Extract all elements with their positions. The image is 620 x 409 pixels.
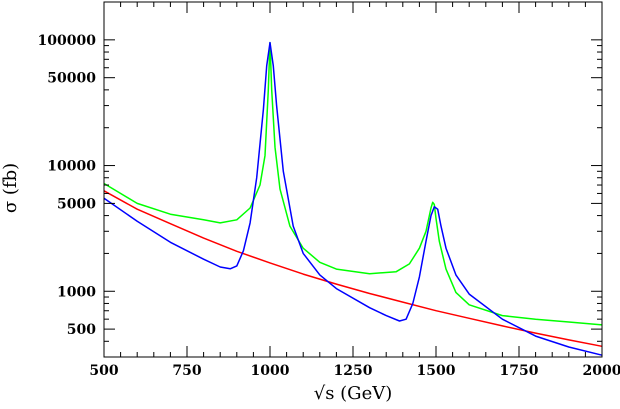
y-tick-label: 100000 — [38, 33, 97, 49]
x-tick-label: 1000 — [251, 363, 290, 379]
plot-frame — [103, 1, 603, 358]
plot-lines — [103, 41, 603, 356]
axis-ticks: 500 750 1000 1250 1500 1750 2000 500 1000 5000 100… — [38, 1, 620, 379]
series-line-2 — [103, 41, 603, 326]
x-tick-label: 2000 — [583, 363, 620, 379]
y-tick-label: 500 — [67, 322, 96, 338]
y-tick-label: 10000 — [47, 159, 96, 175]
y-tick-label: 1000 — [57, 284, 96, 300]
series-line-3 — [103, 41, 603, 356]
y-axis-title: σ (fb) — [0, 163, 21, 213]
x-tick-label: 1500 — [417, 363, 456, 379]
x-tick-label: 1750 — [500, 363, 539, 379]
y-tick-label: 50000 — [47, 71, 96, 87]
x-tick-label: 1250 — [334, 363, 373, 379]
x-tick-label: 750 — [172, 363, 201, 379]
series-line-1 — [103, 190, 603, 348]
plot-border — [103, 1, 603, 358]
y-tick-label: 5000 — [57, 196, 96, 212]
x-tick-label: 500 — [89, 363, 118, 379]
x-axis-title: √s (GeV) — [314, 383, 393, 404]
